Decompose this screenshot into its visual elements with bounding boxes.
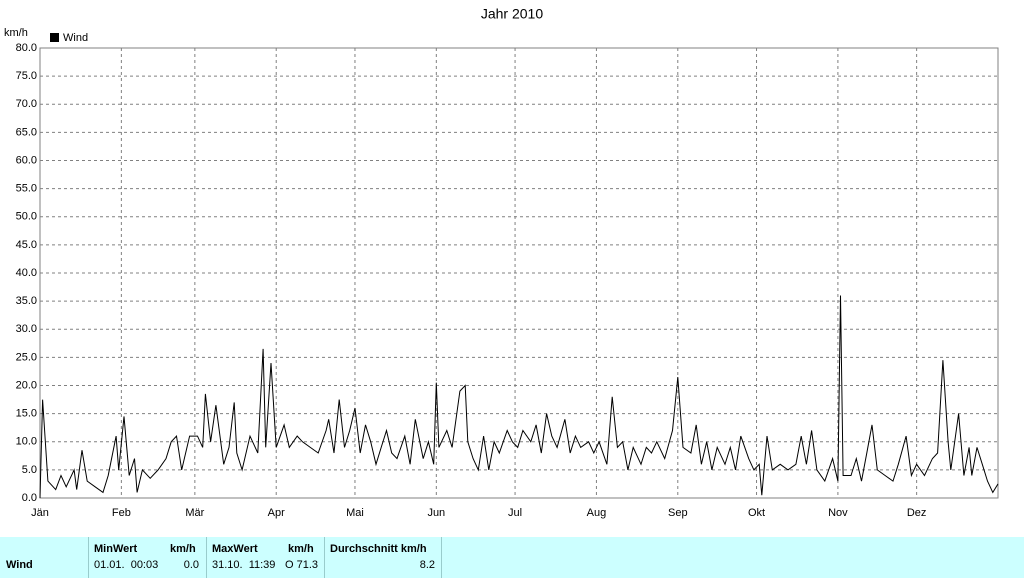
max-date: 31.10. 11:39	[212, 559, 276, 571]
y-tick-label: 65.0	[16, 126, 37, 138]
summary-table: Wind MinWert km/h 01.01. 00:03 0.0 MaxWe…	[0, 537, 1024, 578]
y-axis-label: km/h	[4, 27, 28, 39]
separator	[206, 537, 207, 578]
x-tick-label: Sep	[668, 507, 688, 519]
x-tick-label: Jun	[427, 507, 445, 519]
y-tick-label: 10.0	[16, 436, 37, 448]
y-tick-label: 0.0	[22, 492, 37, 504]
y-tick-label: 40.0	[16, 267, 37, 279]
chart-title: Jahr 2010	[481, 6, 543, 22]
y-tick-label: 25.0	[16, 351, 37, 363]
legend-label: Wind	[63, 32, 88, 44]
max-header: MaxWert	[212, 543, 258, 555]
plot-area	[39, 47, 999, 499]
min-date: 01.01. 00:03	[94, 559, 159, 571]
row-label: Wind	[6, 559, 33, 571]
y-tick-label: 60.0	[16, 154, 37, 166]
data-line	[39, 295, 999, 499]
x-tick-label: Apr	[268, 507, 285, 519]
y-tick-label: 20.0	[16, 379, 37, 391]
chart: Jahr 2010 km/h Wind 0.0 5.0 10.0 15.0 20.0 25…	[4, 6, 999, 519]
y-tick-label: 35.0	[16, 295, 37, 307]
x-tick-label: Feb	[112, 507, 131, 519]
avg-value: 8.2	[419, 559, 435, 571]
x-tick-label: Okt	[748, 507, 765, 519]
avg-header: Durchschnitt km/h	[330, 543, 427, 555]
max-unit: km/h	[288, 543, 314, 555]
y-tick-label: 55.0	[16, 183, 37, 195]
x-tick-label: Mär	[185, 507, 204, 519]
separator	[441, 537, 442, 578]
max-value: O 71.3	[284, 559, 318, 571]
y-tick-label: 30.0	[16, 323, 37, 335]
x-tick-label: Jän	[31, 507, 49, 519]
x-tick-label: Dez	[907, 507, 927, 519]
min-header: MinWert	[94, 543, 138, 555]
min-unit: km/h	[170, 543, 196, 555]
y-tick-label: 5.0	[22, 464, 37, 476]
separator	[88, 537, 89, 578]
y-tick-label: 75.0	[16, 70, 37, 82]
y-tick-label: 15.0	[16, 408, 37, 420]
x-tick-label: Mai	[346, 507, 364, 519]
min-value: 0.0	[183, 559, 199, 571]
y-tick-label: 45.0	[16, 239, 37, 251]
y-tick-label: 50.0	[16, 211, 37, 223]
separator	[324, 537, 325, 578]
legend-swatch	[50, 33, 59, 42]
y-tick-label: 80.0	[16, 42, 37, 54]
x-tick-label: Aug	[587, 507, 607, 519]
x-tick-label: Nov	[828, 507, 848, 519]
y-tick-label: 70.0	[16, 98, 37, 110]
x-tick-label: Jul	[508, 507, 522, 519]
